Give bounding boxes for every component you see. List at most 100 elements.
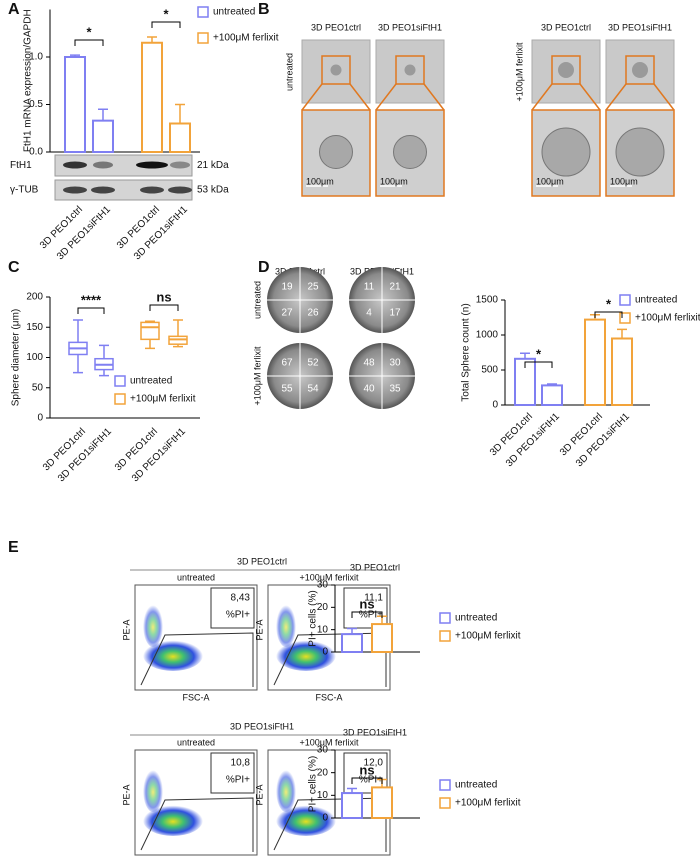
blot-strip bbox=[54, 154, 193, 177]
y-tick-label: 0 bbox=[37, 413, 43, 424]
cell-cloud bbox=[276, 768, 296, 812]
bar bbox=[169, 122, 191, 153]
bar bbox=[584, 318, 606, 407]
panel-label: A bbox=[8, 1, 20, 18]
pi-unit: %PI+ bbox=[226, 775, 250, 786]
cell-cloud bbox=[143, 768, 163, 812]
zoom-frame bbox=[605, 109, 675, 197]
y-tick-label: 0 bbox=[322, 647, 328, 658]
zoom-frame bbox=[375, 109, 445, 197]
legend-swatch bbox=[619, 294, 631, 306]
quadrant-count: 48 bbox=[363, 358, 375, 369]
chart-title: 3D PEO1ctrl bbox=[350, 562, 400, 572]
legend-label: +100μM ferlixit bbox=[635, 313, 700, 324]
zoom-frame bbox=[531, 109, 601, 197]
bar bbox=[371, 623, 393, 653]
quadrant-count: 19 bbox=[281, 282, 293, 293]
zoom-line bbox=[653, 83, 675, 111]
scale-label: 100μm bbox=[610, 176, 638, 186]
cell-cloud bbox=[143, 804, 203, 836]
y-tick-label: 10 bbox=[317, 790, 329, 801]
column-label: 3D PEO1ctrl bbox=[311, 22, 361, 32]
legend-label: +100μM ferlixit bbox=[213, 33, 279, 44]
y-tick-label: 0 bbox=[492, 400, 498, 411]
blot-band bbox=[140, 186, 164, 194]
blot-row-label: γ-TUB bbox=[10, 185, 39, 196]
bar bbox=[371, 786, 393, 820]
scale-label: 100μm bbox=[536, 176, 564, 186]
legend-label: +100μM ferlixit bbox=[455, 631, 521, 642]
flow-title: 3D PEO1ctrl bbox=[237, 556, 287, 566]
sphere bbox=[558, 62, 574, 78]
y-tick-label: 1500 bbox=[476, 295, 499, 306]
error-bar bbox=[547, 383, 557, 386]
sphere bbox=[393, 135, 427, 169]
sphere bbox=[632, 62, 648, 78]
blot-row-label: FtH1 bbox=[10, 160, 32, 171]
gate bbox=[140, 797, 254, 852]
sig-bracket bbox=[351, 611, 383, 618]
cell-cloud bbox=[143, 639, 203, 671]
error-bar bbox=[617, 328, 627, 339]
sphere bbox=[404, 64, 416, 76]
row-label: +100μM ferlixit bbox=[252, 346, 262, 405]
flow-ylabel: PE-A bbox=[121, 619, 131, 640]
legend-swatch bbox=[619, 312, 631, 324]
pi-gate bbox=[343, 587, 388, 629]
y-axis-label: PI+ cells (%) bbox=[308, 590, 319, 646]
blot-band bbox=[93, 161, 113, 169]
zoom-box bbox=[321, 55, 351, 85]
error-bar bbox=[347, 627, 357, 635]
pi-value: 12,0 bbox=[364, 758, 384, 769]
blot-band bbox=[63, 161, 87, 169]
quadrant-count: 21 bbox=[389, 282, 401, 293]
pi-value: 11,1 bbox=[364, 593, 383, 604]
sig-label: ns bbox=[359, 596, 374, 611]
sphere bbox=[615, 127, 665, 177]
flow-ylabel: PE-A bbox=[254, 784, 264, 805]
y-tick-label: 200 bbox=[26, 292, 43, 303]
quadrant-count: 30 bbox=[389, 358, 401, 369]
legend-label: untreated bbox=[213, 7, 255, 18]
sig-label: ns bbox=[359, 762, 374, 777]
sig-bracket bbox=[524, 361, 553, 368]
blot-band bbox=[136, 161, 168, 169]
legend-swatch bbox=[439, 797, 451, 809]
legend-swatch bbox=[114, 393, 126, 405]
y-tick-label: 150 bbox=[26, 322, 43, 333]
legend-label: +100μM ferlixit bbox=[455, 798, 521, 809]
flow-xlabel: FSC-A bbox=[183, 692, 210, 702]
flow-condition: +100μM ferlixit bbox=[300, 737, 359, 747]
legend-swatch bbox=[197, 6, 209, 18]
pi-value: 8,43 bbox=[231, 593, 251, 604]
pi-gate bbox=[210, 587, 255, 629]
chart-title: 3D PEO1siFtH1 bbox=[343, 727, 407, 737]
zoom-line bbox=[349, 83, 371, 111]
blot-band bbox=[170, 161, 190, 169]
sig-bracket bbox=[351, 777, 383, 784]
legend-label: untreated bbox=[455, 613, 497, 624]
y-axis-label: Total Sphere count (n) bbox=[461, 303, 472, 401]
flow-condition: untreated bbox=[177, 737, 215, 747]
quadrant-count: 40 bbox=[363, 384, 375, 395]
y-tick-label: 10 bbox=[317, 624, 329, 635]
y-tick-label: 0.5 bbox=[29, 99, 43, 110]
scale-label: 100μm bbox=[306, 176, 334, 186]
flow-plot bbox=[134, 584, 258, 691]
gate bbox=[140, 632, 254, 687]
quadrant-count: 4 bbox=[366, 308, 372, 319]
sig-label: * bbox=[606, 296, 612, 311]
pi-value: 10,8 bbox=[231, 758, 251, 769]
legend-label: untreated bbox=[455, 780, 497, 791]
error-bar bbox=[520, 352, 530, 359]
sig-label: ns bbox=[156, 289, 171, 304]
flow-title: 3D PEO1siFtH1 bbox=[230, 721, 294, 731]
panel-label: E bbox=[8, 539, 19, 556]
condition-label: untreated bbox=[284, 53, 294, 91]
blot-band bbox=[91, 186, 115, 194]
y-tick-label: 50 bbox=[32, 382, 44, 393]
blot-size-label: 53 kDa bbox=[197, 185, 229, 196]
y-axis-label: FtH1 mRNA expression/GAPDH bbox=[23, 9, 34, 152]
quadrant-count: 25 bbox=[307, 282, 319, 293]
y-tick-label: 500 bbox=[481, 365, 498, 376]
